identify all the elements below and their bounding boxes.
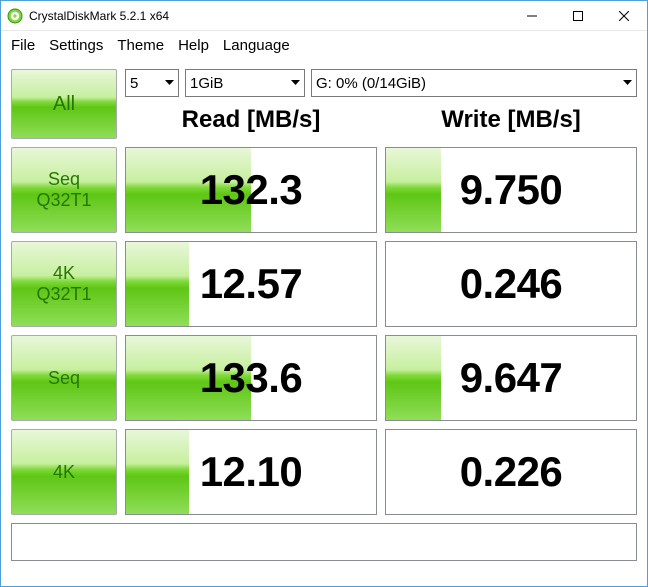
write-value: 0.246: [460, 260, 563, 308]
titlebar: CrystalDiskMark 5.2.1 x64: [1, 1, 647, 31]
test-button-0[interactable]: SeqQ32T1: [11, 147, 117, 233]
app-window: CrystalDiskMark 5.2.1 x64 File Settings …: [0, 0, 648, 587]
size-value: 1GiB: [190, 75, 223, 92]
test-button-label: Q32T1: [36, 284, 91, 305]
top-row: All 5 1GiB: [11, 69, 637, 139]
maximize-button[interactable]: [555, 1, 601, 31]
all-button[interactable]: All: [11, 69, 117, 139]
result-row: 4K 12.10 0.226: [11, 429, 637, 515]
write-cell: 0.246: [385, 241, 637, 327]
menu-language[interactable]: Language: [217, 35, 296, 56]
write-cell: 0.226: [385, 429, 637, 515]
all-button-label: All: [53, 93, 75, 116]
read-cell: 132.3: [125, 147, 377, 233]
result-row: 4KQ32T1 12.57 0.246: [11, 241, 637, 327]
content-area: All 5 1GiB: [1, 59, 647, 569]
progress-bar: [126, 242, 189, 326]
read-cell: 12.10: [125, 429, 377, 515]
test-button-label: Q32T1: [36, 190, 91, 211]
close-button[interactable]: [601, 1, 647, 31]
runs-dropdown[interactable]: 5: [125, 69, 179, 97]
menu-settings[interactable]: Settings: [43, 35, 109, 56]
result-row: SeqQ32T1 132.3 9.750: [11, 147, 637, 233]
menubar: File Settings Theme Help Language: [1, 31, 647, 59]
minimize-button[interactable]: [509, 1, 555, 31]
read-value: 12.10: [200, 448, 303, 496]
read-value: 132.3: [200, 166, 303, 214]
write-value: 0.226: [460, 448, 563, 496]
progress-bar: [126, 430, 189, 514]
drive-dropdown[interactable]: G: 0% (0/14GiB): [311, 69, 637, 97]
window-title: CrystalDiskMark 5.2.1 x64: [29, 9, 509, 23]
read-cell: 12.57: [125, 241, 377, 327]
chevron-down-icon: [165, 78, 174, 89]
result-row: Seq 133.6 9.647: [11, 335, 637, 421]
write-value: 9.647: [460, 354, 563, 402]
test-button-label: Seq: [48, 169, 80, 190]
read-value: 12.57: [200, 260, 303, 308]
read-cell: 133.6: [125, 335, 377, 421]
app-icon: [7, 8, 23, 24]
window-controls: [509, 1, 647, 30]
chevron-down-icon: [623, 78, 632, 89]
size-dropdown[interactable]: 1GiB: [185, 69, 305, 97]
write-cell: 9.750: [385, 147, 637, 233]
test-button-2[interactable]: Seq: [11, 335, 117, 421]
runs-value: 5: [130, 75, 138, 92]
progress-bar: [386, 148, 441, 232]
dropdown-row: 5 1GiB G: 0% (0/14GiB): [125, 69, 637, 97]
write-cell: 9.647: [385, 335, 637, 421]
status-bar: [11, 523, 637, 561]
header-row: Read [MB/s] Write [MB/s]: [125, 101, 637, 139]
progress-bar: [386, 336, 441, 420]
results-grid: SeqQ32T1132.39.7504KQ32T112.570.246Seq13…: [11, 147, 637, 515]
menu-theme[interactable]: Theme: [111, 35, 170, 56]
test-button-3[interactable]: 4K: [11, 429, 117, 515]
test-button-1[interactable]: 4KQ32T1: [11, 241, 117, 327]
read-value: 133.6: [200, 354, 303, 402]
chevron-down-icon: [291, 78, 300, 89]
test-button-label: 4K: [53, 462, 75, 483]
test-button-label: 4K: [53, 263, 75, 284]
top-right: 5 1GiB G: 0% (0/14GiB): [125, 69, 637, 139]
write-header: Write [MB/s]: [385, 101, 637, 139]
read-header: Read [MB/s]: [125, 101, 377, 139]
menu-help[interactable]: Help: [172, 35, 215, 56]
drive-value: G: 0% (0/14GiB): [316, 75, 426, 92]
test-button-label: Seq: [48, 368, 80, 389]
write-value: 9.750: [460, 166, 563, 214]
menu-file[interactable]: File: [5, 35, 41, 56]
